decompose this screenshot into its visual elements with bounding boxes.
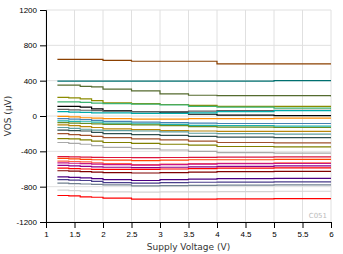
tick-label: 4 bbox=[215, 230, 220, 239]
tick-mark bbox=[103, 222, 104, 228]
tick-label: -1200 bbox=[17, 218, 38, 227]
tick: -800 bbox=[21, 183, 46, 192]
tick: 1.5 bbox=[69, 222, 81, 239]
tick-mark bbox=[132, 222, 133, 228]
tick-label: 3 bbox=[158, 230, 163, 239]
tick-mark bbox=[40, 81, 46, 82]
tick-mark bbox=[40, 187, 46, 188]
series-line bbox=[57, 161, 331, 165]
tick-mark bbox=[331, 222, 332, 228]
tick-label: 4.5 bbox=[240, 230, 252, 239]
tick: 5 bbox=[272, 222, 277, 239]
tick: 2.5 bbox=[126, 222, 138, 239]
x-axis-title: Supply Voltage (V) bbox=[147, 242, 230, 252]
series-line bbox=[57, 190, 331, 192]
tick: 4 bbox=[215, 222, 220, 239]
series-line bbox=[57, 171, 331, 173]
tick-mark bbox=[40, 151, 46, 152]
tick: 4.5 bbox=[240, 222, 252, 239]
tick-mark bbox=[274, 222, 275, 228]
tick-label: 1 bbox=[44, 230, 49, 239]
tick-mark bbox=[246, 222, 247, 228]
series-line bbox=[57, 168, 331, 170]
tick: 3 bbox=[158, 222, 163, 239]
tick-mark bbox=[303, 222, 304, 228]
series-line bbox=[57, 85, 331, 96]
tick: 2 bbox=[101, 222, 106, 239]
tick-label: 5.5 bbox=[297, 230, 309, 239]
grid-line-y bbox=[46, 186, 331, 187]
grid bbox=[46, 10, 331, 222]
y-axis: -1200 -800 -400 0 400 800 1200 bbox=[17, 6, 47, 227]
tick-mark bbox=[217, 222, 218, 228]
tick: 1 bbox=[44, 222, 49, 239]
tick-label: 800 bbox=[24, 41, 38, 50]
tick-label: 6 bbox=[329, 230, 334, 239]
tick-label: -800 bbox=[21, 183, 38, 192]
series-line bbox=[57, 125, 331, 132]
tick-label: 1.5 bbox=[69, 230, 81, 239]
tick-mark bbox=[189, 222, 190, 228]
chart: 1 1.5 2 2.5 3 3.5 4 4.5 5 5.5 6 -1200 -800 -400 0 400 80… bbox=[0, 0, 343, 254]
series-line bbox=[57, 110, 331, 114]
tick: 0 bbox=[33, 112, 46, 121]
tick: 800 bbox=[24, 41, 46, 50]
series-line bbox=[57, 157, 331, 158]
tick-mark bbox=[40, 10, 46, 11]
series-line bbox=[57, 106, 331, 116]
tick: 6 bbox=[329, 222, 334, 239]
tick-label: 5 bbox=[272, 230, 277, 239]
tick: 1200 bbox=[19, 6, 46, 15]
tick-label: 1200 bbox=[19, 6, 37, 15]
series-line bbox=[57, 163, 331, 165]
tick-mark bbox=[40, 116, 46, 117]
tick: -1200 bbox=[17, 218, 46, 227]
series-line bbox=[57, 196, 331, 200]
grid-line-y bbox=[46, 80, 331, 81]
tick-mark bbox=[75, 222, 76, 228]
tick-mark bbox=[40, 222, 46, 223]
series-line bbox=[57, 80, 331, 82]
series-line bbox=[57, 102, 331, 109]
watermark: C051 bbox=[309, 212, 327, 220]
y-axis-title: VOS (μV) bbox=[3, 96, 13, 137]
tick: 3.5 bbox=[183, 222, 195, 239]
tick-label: 3.5 bbox=[183, 230, 195, 239]
series-line bbox=[57, 127, 331, 134]
series-line bbox=[57, 119, 331, 124]
tick-mark bbox=[40, 45, 46, 46]
grid-line-y bbox=[46, 10, 331, 11]
grid-line-y bbox=[46, 45, 331, 46]
axis-line bbox=[47, 223, 332, 229]
x-axis: 1 1.5 2 2.5 3 3.5 4 4.5 5 5.5 6 bbox=[44, 222, 334, 239]
axis-line bbox=[40, 11, 47, 223]
tick-label: 400 bbox=[24, 77, 38, 86]
tick: 5.5 bbox=[297, 222, 309, 239]
series-line bbox=[57, 59, 331, 63]
tick: 400 bbox=[24, 77, 46, 86]
tick-label: 0 bbox=[33, 112, 38, 121]
tick: -400 bbox=[21, 147, 46, 156]
tick-label: 2 bbox=[101, 230, 106, 239]
series-line bbox=[57, 180, 331, 184]
tick-label: -400 bbox=[21, 147, 38, 156]
series-line bbox=[57, 158, 331, 160]
tick-label: 2.5 bbox=[126, 230, 138, 239]
series-line bbox=[57, 134, 331, 144]
series-line bbox=[57, 177, 331, 181]
plot-area bbox=[57, 59, 331, 199]
series-line bbox=[57, 116, 331, 119]
tick-mark bbox=[160, 222, 161, 228]
series-line bbox=[57, 143, 331, 154]
series-line bbox=[57, 183, 331, 186]
